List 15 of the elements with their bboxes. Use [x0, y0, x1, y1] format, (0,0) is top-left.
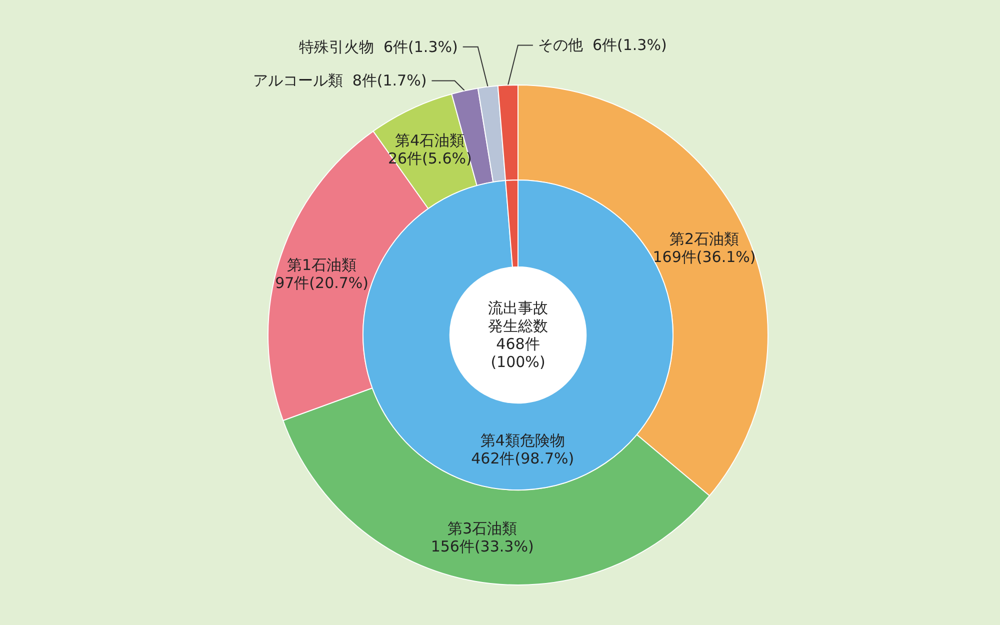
text: 流出事故発生総数 [487, 299, 549, 335]
slice-label: 第2石油類 [669, 230, 740, 248]
text: 468件 [496, 335, 540, 353]
text: (100%) [490, 353, 546, 371]
data-label: 97件(20.7%) [275, 274, 369, 292]
data-label: 169件(36.1%) [652, 248, 756, 266]
slice-label: その他 6件(1.3%) [538, 36, 667, 54]
data-label: 156件(33.3%) [430, 537, 534, 556]
slice-label: アルコール類 8件(1.7%) [252, 72, 427, 90]
slice-label: 特殊引火物 6件(1.3%) [298, 38, 458, 56]
slice-label: 第1石油類 [287, 256, 357, 274]
data-label: 462件(98.7%) [471, 449, 574, 468]
slice-label: 第4石油類 [395, 131, 465, 150]
slice-label: 第3石油類 [448, 519, 518, 538]
slice-label: 第4類危険物 [480, 431, 565, 450]
